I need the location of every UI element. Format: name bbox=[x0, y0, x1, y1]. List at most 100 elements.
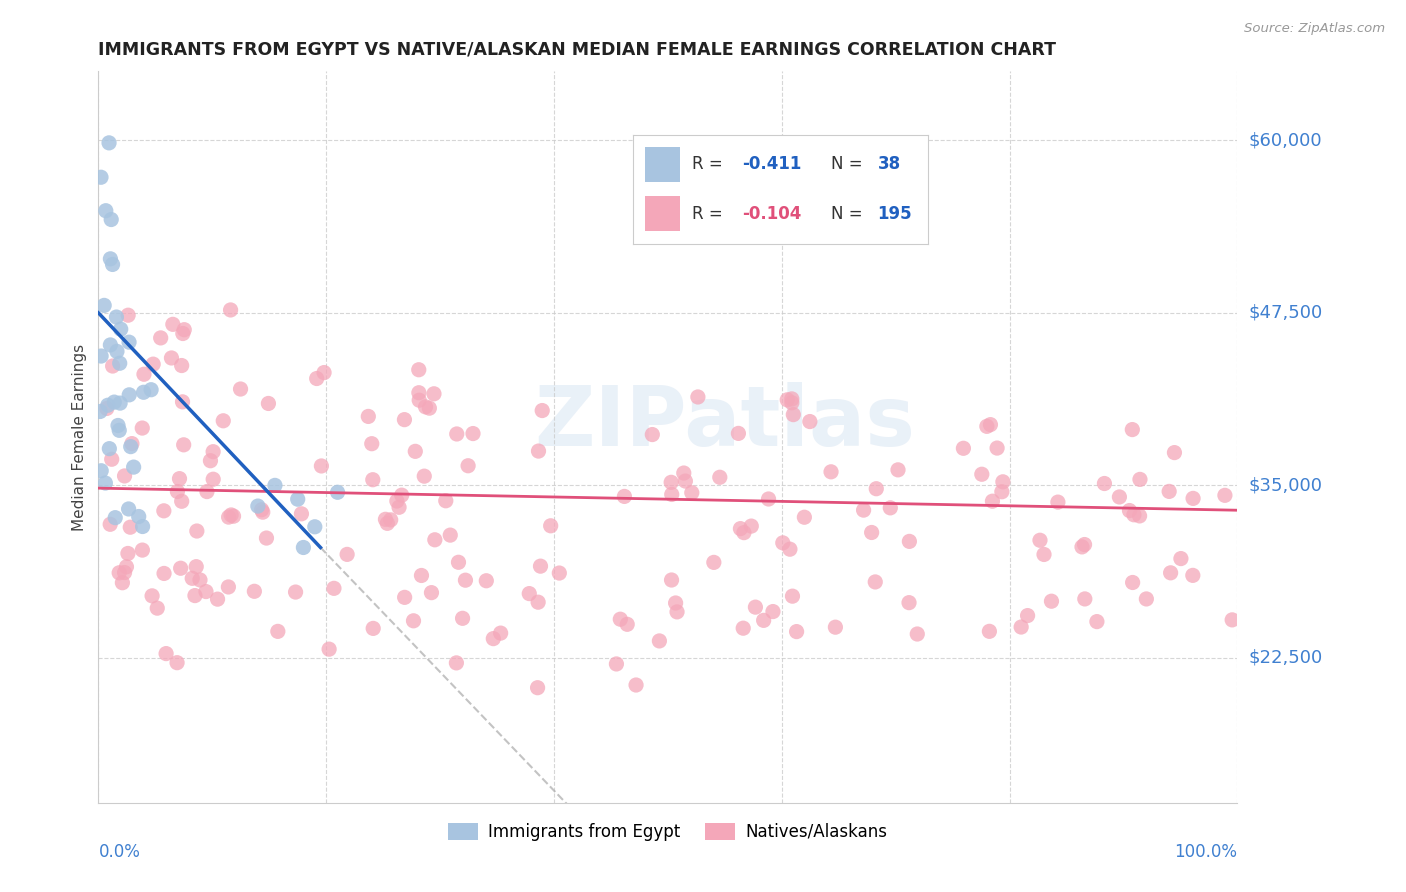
Point bbox=[120, 520, 142, 534]
Point bbox=[529, 559, 551, 574]
Point bbox=[318, 642, 340, 657]
Point bbox=[108, 356, 131, 370]
Point bbox=[155, 647, 177, 661]
Point bbox=[727, 426, 749, 441]
Point bbox=[90, 464, 112, 478]
Point bbox=[219, 302, 242, 317]
Point bbox=[447, 555, 470, 569]
Point bbox=[169, 472, 191, 486]
Text: 195: 195 bbox=[877, 204, 912, 223]
Point bbox=[181, 571, 204, 585]
Text: $22,500: $22,500 bbox=[1249, 648, 1323, 667]
Point bbox=[394, 412, 416, 426]
Point bbox=[457, 458, 479, 473]
Point bbox=[408, 363, 430, 377]
Text: 38: 38 bbox=[877, 155, 901, 173]
Point bbox=[361, 473, 384, 487]
Text: -0.104: -0.104 bbox=[742, 204, 801, 223]
Point bbox=[613, 490, 636, 504]
Point bbox=[641, 427, 664, 442]
Point bbox=[733, 621, 755, 635]
Point bbox=[217, 580, 239, 594]
Point bbox=[1159, 484, 1181, 499]
Point bbox=[434, 493, 457, 508]
Point bbox=[290, 507, 312, 521]
Point bbox=[105, 310, 128, 324]
Point bbox=[229, 382, 252, 396]
Point bbox=[1129, 472, 1152, 486]
Point bbox=[752, 613, 775, 627]
Point bbox=[548, 566, 571, 580]
Point bbox=[793, 510, 815, 524]
Point bbox=[305, 371, 328, 385]
Point bbox=[139, 383, 162, 397]
Point bbox=[905, 627, 928, 641]
Point bbox=[439, 528, 461, 542]
Point bbox=[122, 460, 145, 475]
Point bbox=[703, 555, 725, 569]
Point bbox=[100, 252, 122, 266]
Point bbox=[173, 438, 195, 452]
Text: R =: R = bbox=[692, 204, 728, 223]
Point bbox=[661, 573, 683, 587]
Point bbox=[304, 520, 326, 534]
Point bbox=[98, 442, 121, 456]
Point bbox=[852, 503, 875, 517]
Point bbox=[865, 574, 887, 589]
Point bbox=[326, 485, 349, 500]
Point bbox=[121, 436, 143, 450]
Point bbox=[250, 502, 273, 516]
Text: 0.0%: 0.0% bbox=[98, 843, 141, 861]
Text: -0.411: -0.411 bbox=[742, 155, 801, 173]
Point bbox=[648, 634, 671, 648]
Point bbox=[865, 482, 887, 496]
Point bbox=[531, 403, 554, 417]
Point bbox=[107, 418, 129, 433]
Point bbox=[681, 485, 703, 500]
Point bbox=[446, 656, 468, 670]
Point bbox=[1181, 568, 1204, 582]
Point bbox=[1135, 591, 1157, 606]
Point bbox=[740, 519, 762, 533]
Point bbox=[111, 575, 134, 590]
Point bbox=[1074, 591, 1097, 606]
Text: N =: N = bbox=[831, 204, 868, 223]
Point bbox=[100, 212, 122, 227]
Point bbox=[786, 624, 808, 639]
Point bbox=[128, 509, 150, 524]
Point bbox=[1073, 537, 1095, 551]
Point bbox=[1033, 548, 1056, 562]
Point bbox=[709, 470, 731, 484]
Point bbox=[212, 414, 235, 428]
Point bbox=[115, 559, 138, 574]
Point bbox=[246, 499, 269, 513]
Point bbox=[780, 396, 803, 410]
Point bbox=[526, 681, 548, 695]
Point bbox=[979, 624, 1001, 639]
Point bbox=[772, 536, 794, 550]
Point bbox=[423, 386, 446, 401]
Point bbox=[218, 510, 240, 524]
Point bbox=[616, 617, 638, 632]
Point bbox=[824, 620, 846, 634]
Point bbox=[1220, 613, 1243, 627]
Point bbox=[402, 614, 425, 628]
Y-axis label: Median Female Earnings: Median Female Earnings bbox=[72, 343, 87, 531]
Point bbox=[1129, 508, 1152, 523]
Point bbox=[267, 624, 290, 639]
Point bbox=[222, 509, 245, 524]
Point bbox=[666, 605, 689, 619]
Point bbox=[1040, 594, 1063, 608]
Point bbox=[665, 596, 688, 610]
Point bbox=[762, 605, 785, 619]
Point bbox=[89, 404, 111, 418]
Point bbox=[1213, 488, 1236, 502]
Point bbox=[418, 401, 440, 416]
Point bbox=[360, 436, 382, 450]
Point bbox=[97, 398, 120, 412]
Bar bbox=[645, 146, 681, 182]
Point bbox=[146, 601, 169, 615]
Point bbox=[101, 359, 124, 373]
Point bbox=[108, 566, 131, 580]
Point bbox=[132, 368, 155, 382]
